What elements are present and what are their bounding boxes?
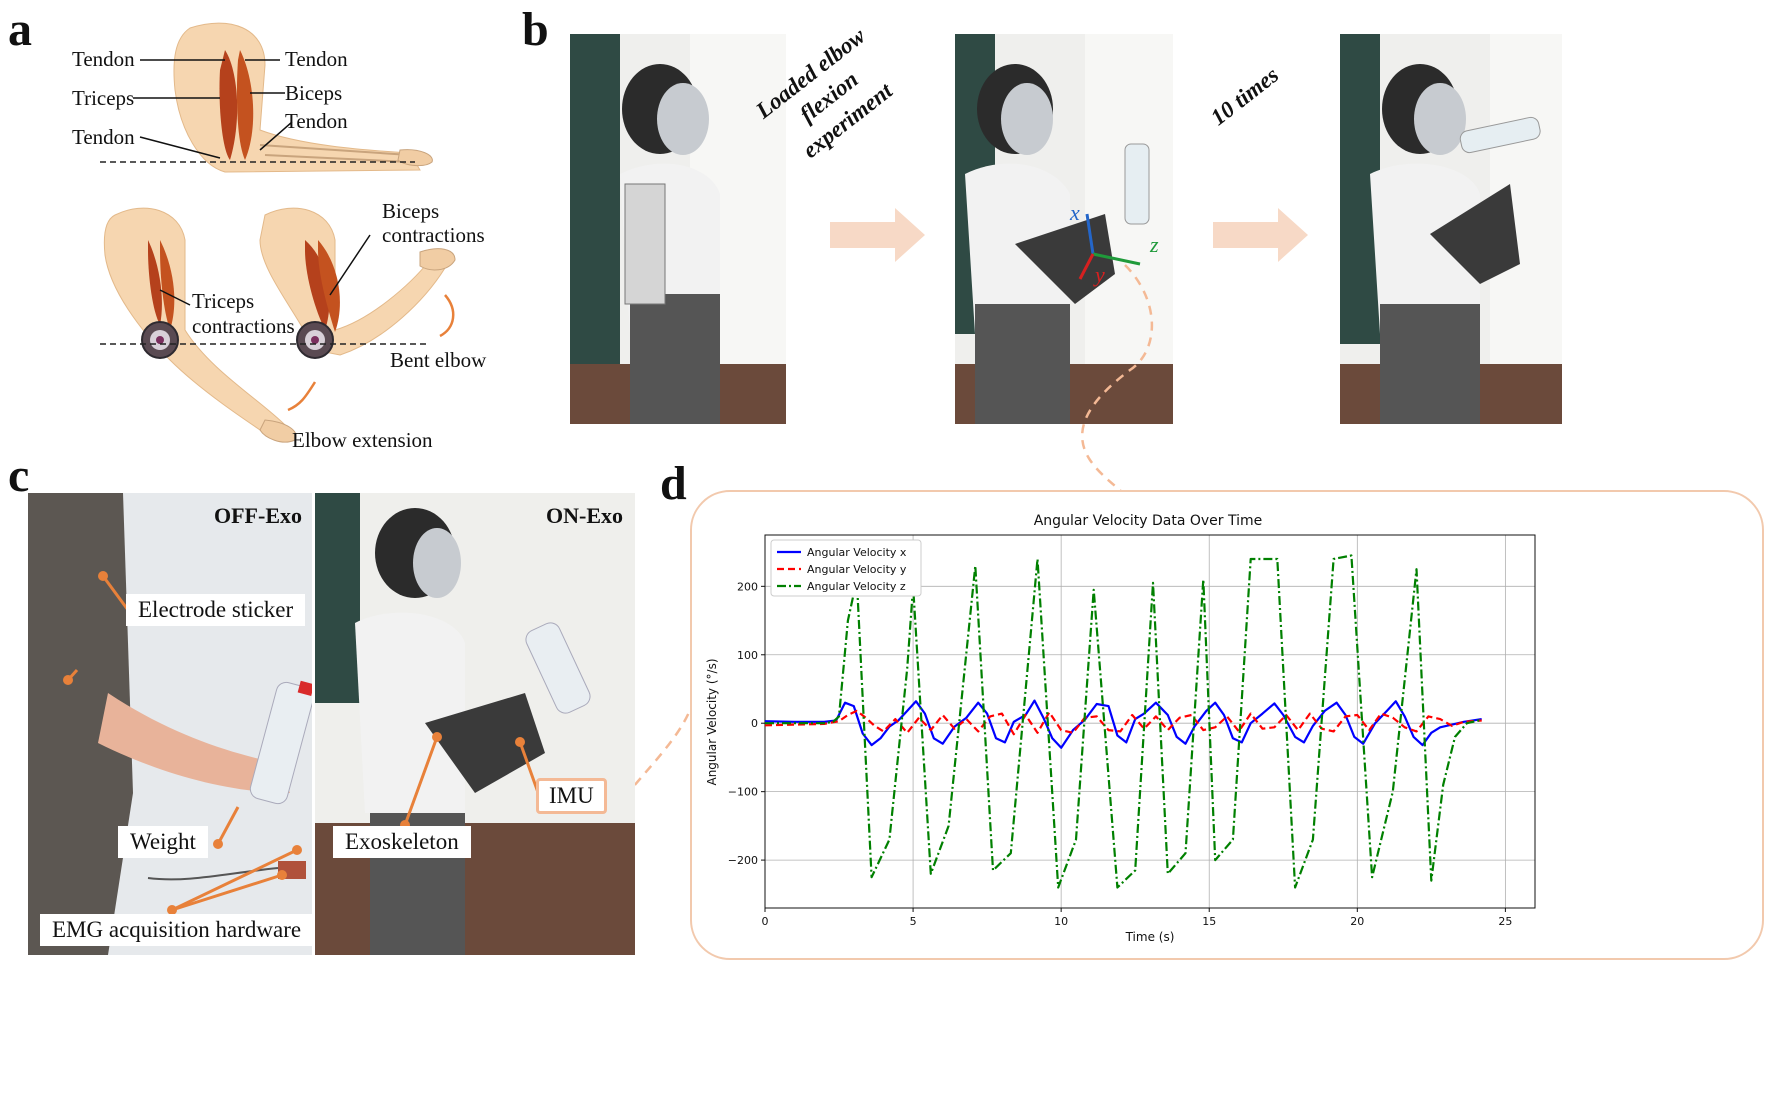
bent-arm-illustration bbox=[259, 207, 456, 356]
y-tick-label: 100 bbox=[737, 649, 758, 662]
label-exoskeleton: Exoskeleton bbox=[333, 826, 471, 858]
label-tendon-mid-right: Tendon bbox=[285, 109, 348, 133]
label-biceps-contractions-2: contractions bbox=[382, 223, 485, 247]
axis-label-x: x bbox=[1070, 200, 1080, 225]
step-label-10-times: 10 times bbox=[1205, 62, 1284, 131]
label-biceps-contractions-1: Biceps bbox=[382, 199, 440, 223]
series-line-2 bbox=[764, 709, 1482, 736]
label-bent-elbow: Bent elbow bbox=[390, 348, 487, 372]
photo-on-exo bbox=[315, 493, 635, 955]
panel-d-letter: d bbox=[660, 457, 687, 510]
x-tick-label: 0 bbox=[762, 915, 769, 928]
axis-label-y: y bbox=[1095, 262, 1105, 287]
x-axis-label: Time (s) bbox=[1125, 930, 1175, 944]
panel-a-letter: a bbox=[8, 3, 32, 56]
chart-title: Angular Velocity Data Over Time bbox=[1034, 513, 1263, 529]
motor-icon-right bbox=[296, 321, 334, 359]
label-tendon-top-right: Tendon bbox=[285, 47, 348, 71]
x-tick-label: 10 bbox=[1054, 915, 1068, 928]
label-tendon-mid-left: Tendon bbox=[72, 125, 135, 149]
extended-arm-illustration bbox=[103, 207, 297, 443]
x-tick-label: 5 bbox=[910, 915, 917, 928]
label-off-exo: OFF-Exo bbox=[214, 503, 302, 528]
process-arrow-1-icon bbox=[830, 208, 925, 262]
angular-velocity-chart: Angular Velocity Data Over Time 0 5 10 15 20… bbox=[705, 513, 1536, 944]
x-tick-label: 15 bbox=[1202, 915, 1216, 928]
legend-label-2: Angular Velocity y bbox=[807, 563, 907, 576]
y-tick-label: 0 bbox=[751, 717, 758, 730]
photo-exo-initial bbox=[570, 34, 786, 424]
motor-icon-left bbox=[141, 321, 179, 359]
connector-dashed-lines bbox=[613, 264, 1154, 811]
label-biceps: Biceps bbox=[285, 81, 343, 105]
anatomy-illustration bbox=[100, 22, 456, 443]
label-weight: Weight bbox=[118, 826, 208, 858]
flexion-arrow-icon bbox=[439, 294, 455, 338]
chart-legend: Angular Velocity x Angular Velocity y Angu… bbox=[770, 539, 922, 597]
label-emg-hardware: EMG acquisition hardware bbox=[40, 914, 314, 946]
leader-lines-a bbox=[133, 59, 371, 306]
legend-label-1: Angular Velocity x bbox=[807, 546, 907, 559]
photo-off-exo bbox=[28, 493, 312, 955]
relaxed-arm-illustration bbox=[173, 22, 433, 173]
panel-c-letter: c bbox=[8, 449, 30, 502]
x-tick-label: 20 bbox=[1350, 915, 1364, 928]
leader-lines-c bbox=[63, 571, 542, 915]
series-line-3 bbox=[765, 554, 1482, 889]
label-triceps: Triceps bbox=[72, 86, 135, 110]
y-tick-label: 200 bbox=[737, 580, 758, 593]
label-on-exo: ON-Exo bbox=[546, 503, 623, 528]
process-arrow-2-icon bbox=[1213, 208, 1308, 262]
label-tendon-top-left: Tendon bbox=[72, 47, 135, 71]
x-tick-label: 25 bbox=[1498, 915, 1512, 928]
process-arrows bbox=[830, 208, 1308, 262]
label-triceps-contractions-1: Triceps bbox=[192, 289, 255, 313]
photo-exo-drinking bbox=[1340, 34, 1562, 424]
extension-arrow-icon bbox=[287, 381, 317, 412]
legend-label-3: Angular Velocity z bbox=[807, 580, 906, 593]
label-elbow-extension: Elbow extension bbox=[292, 428, 433, 452]
axis-label-z: z bbox=[1150, 232, 1159, 257]
y-tick-label: −100 bbox=[728, 786, 758, 799]
y-axis-label: Angular Velocity (°/s) bbox=[705, 658, 719, 785]
photo-exo-flexion bbox=[955, 34, 1173, 424]
legend-box bbox=[770, 539, 922, 597]
y-tick-label: −200 bbox=[728, 854, 758, 867]
panel-b-letter: b bbox=[522, 3, 549, 56]
chart-series bbox=[764, 554, 1482, 889]
label-electrode-sticker: Electrode sticker bbox=[126, 594, 306, 626]
axis-ticks: 0 5 10 15 20 25 −200 −100 0 100 200 bbox=[728, 580, 1513, 928]
label-imu: IMU bbox=[536, 778, 607, 814]
label-triceps-contractions-2: contractions bbox=[192, 314, 295, 338]
